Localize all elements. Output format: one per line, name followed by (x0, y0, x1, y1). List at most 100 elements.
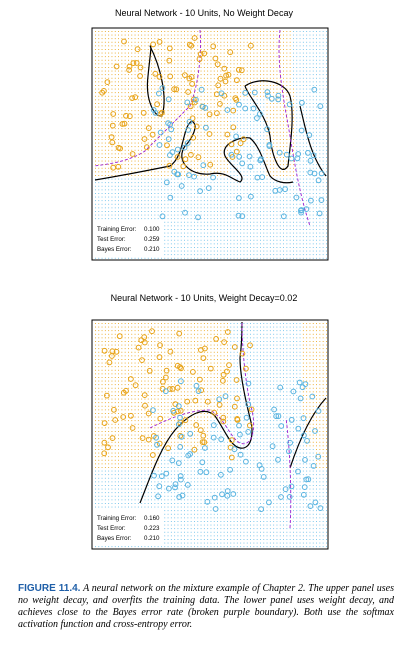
grid-dot (144, 200, 146, 202)
grid-dot (243, 185, 245, 187)
grid-dot (293, 182, 294, 184)
grid-dot (141, 164, 143, 166)
grid-dot (187, 92, 189, 94)
grid-dot (108, 146, 110, 148)
grid-dot (213, 236, 215, 238)
grid-dot (227, 196, 228, 198)
grid-dot (124, 185, 126, 187)
grid-dot (154, 203, 156, 205)
grid-dot (95, 131, 96, 133)
grid-dot (250, 214, 251, 216)
grid-dot (250, 178, 251, 180)
grid-dot (210, 247, 212, 248)
grid-dot (170, 185, 172, 187)
stat-value: 0.100 (144, 226, 160, 233)
grid-dot (296, 189, 298, 191)
grid-dot (240, 131, 242, 133)
grid-dot (220, 49, 222, 50)
grid-dot (167, 250, 169, 252)
grid-dot (147, 41, 149, 43)
grid-dot (207, 31, 209, 32)
grid-dot (108, 189, 110, 191)
grid-dot (279, 67, 281, 68)
stat-label: Test Error: (97, 236, 126, 243)
grid-dot (227, 164, 228, 166)
grid-dot (253, 236, 255, 238)
grid-dot (167, 59, 169, 61)
orange-point (235, 67, 242, 73)
grid-dot (296, 247, 298, 248)
grid-dot (101, 175, 103, 176)
grid-dot (151, 160, 152, 162)
grid-dot (296, 211, 298, 212)
grid-dot (98, 153, 100, 155)
grid-dot (194, 196, 195, 198)
grid-dot (299, 67, 301, 68)
grid-dot (250, 167, 251, 169)
grid-dot (213, 99, 215, 101)
grid-dot (223, 211, 225, 212)
grid-dot (203, 211, 205, 212)
grid-dot (177, 167, 179, 169)
grid-dot (217, 243, 218, 245)
grid-dot (111, 106, 113, 108)
grid-dot (141, 31, 143, 32)
grid-dot (164, 221, 166, 223)
grid-dot (246, 77, 248, 79)
grid-dot (207, 52, 209, 54)
blue-point (186, 118, 193, 125)
grid-dot (220, 232, 222, 234)
grid-dot (299, 81, 301, 83)
grid-dot (203, 157, 205, 158)
grid-dot (233, 139, 235, 140)
grid-dot (322, 250, 324, 252)
grid-dot (273, 236, 275, 238)
grid-dot (273, 239, 275, 241)
grid-dot (121, 67, 123, 68)
grid-dot (187, 103, 189, 104)
grid-dot (256, 254, 258, 256)
blue-point (250, 105, 257, 112)
orange-point (130, 60, 137, 66)
grid-dot (233, 207, 235, 209)
grid-dot (273, 193, 275, 194)
grid-dot (256, 330, 258, 332)
grid-dot (137, 182, 139, 184)
grid-dot (174, 229, 176, 230)
grid-dot (253, 99, 255, 101)
grid-dot (316, 31, 317, 32)
grid-dot (184, 124, 185, 126)
grid-dot (187, 330, 189, 332)
grid-dot (167, 92, 169, 94)
grid-dot (230, 221, 232, 223)
grid-dot (302, 146, 304, 148)
blue-point (165, 136, 172, 142)
grid-dot (217, 182, 218, 184)
grid-dot (286, 106, 288, 108)
grid-dot (296, 135, 298, 137)
grid-dot (273, 182, 275, 184)
grid-dot (180, 49, 182, 50)
grid-dot (134, 63, 136, 65)
grid-dot (104, 77, 106, 79)
blue-point (197, 188, 203, 195)
grid-dot (283, 149, 284, 151)
grid-dot (200, 110, 202, 112)
grid-dot (200, 85, 202, 86)
grid-dot (322, 77, 324, 79)
grid-dot (170, 92, 172, 94)
grid-dot (253, 85, 255, 86)
grid-dot (184, 81, 185, 83)
grid-dot (286, 139, 288, 140)
grid-dot (296, 229, 298, 230)
grid-dot (170, 117, 172, 119)
grid-dot (203, 95, 205, 97)
grid-dot (108, 139, 110, 140)
grid-dot (326, 113, 327, 115)
grid-dot (293, 247, 294, 248)
grid-dot (236, 178, 238, 180)
grid-dot (111, 218, 113, 220)
grid-dot (302, 200, 304, 202)
grid-dot (273, 67, 275, 68)
grid-dot (144, 175, 146, 176)
